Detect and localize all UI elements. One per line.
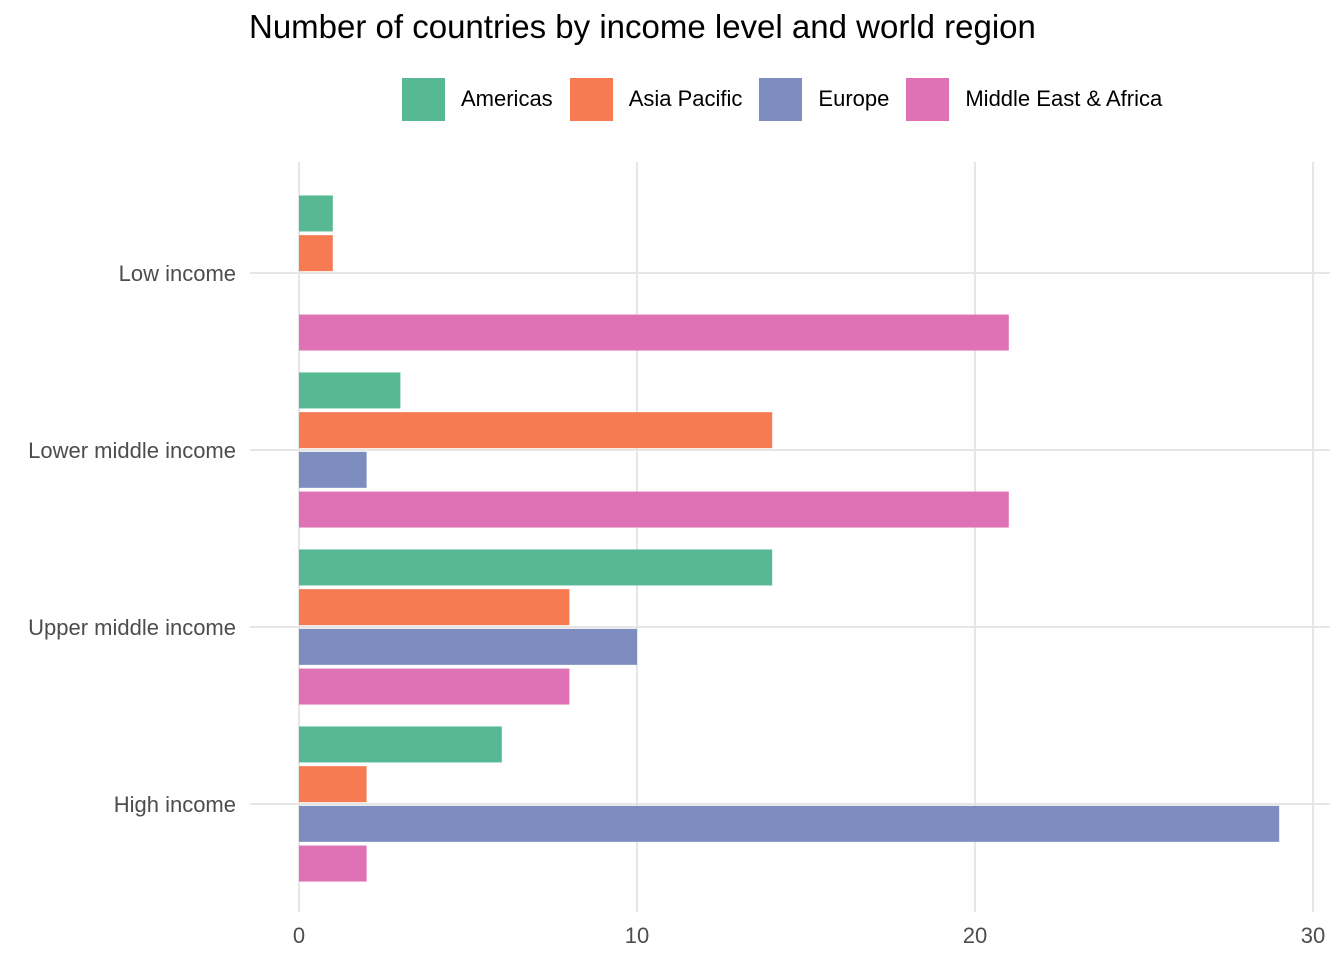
x-tick-label-0: 0 [293,923,305,948]
bar-europe-upper-middle-income [299,628,637,665]
x-tick-label-20: 20 [963,923,987,948]
bar-europe-high-income [299,805,1280,842]
y-tick-label-upper-middle-income: Upper middle income [28,615,236,640]
legend-item-europe: Europe [759,77,890,121]
y-tick-label-lower-middle-income: Lower middle income [28,438,236,463]
bar-americas-high-income [299,726,502,763]
legend-item-middle-east-and-africa: Middle East & Africa [906,77,1163,121]
legend-item-asia-pacific: Asia Pacific [569,77,743,121]
legend-swatch-middle-east-and-africa [906,77,950,121]
x-tick-label-10: 10 [625,923,649,948]
bar-americas-upper-middle-income [299,549,773,586]
bar-middle-east-and-africa-high-income [299,845,367,882]
legend: Americas Asia Pacific Europe Middle East & … [402,77,1179,121]
x-tick-label-30: 30 [1301,923,1325,948]
bar-middle-east-and-africa-lower-middle-income [299,491,1009,528]
bar-middle-east-and-africa-low-income [299,314,1009,351]
y-tick-label-high-income: High income [114,792,236,817]
legend-label-americas: Americas [461,86,553,111]
bar-asia-pacific-lower-middle-income [299,412,773,449]
bar-middle-east-and-africa-upper-middle-income [299,668,570,705]
legend-label-asia-pacific: Asia Pacific [628,86,743,111]
chart-title: Number of countries by income level and … [249,8,1036,45]
y-tick-label-low-income: Low income [119,261,236,286]
legend-item-americas: Americas [402,77,553,121]
bar-asia-pacific-high-income [299,766,367,803]
legend-label-europe: Europe [818,86,890,111]
legend-swatch-americas [402,77,445,121]
bar-americas-low-income [299,195,333,232]
bar-europe-lower-middle-income [299,451,367,488]
legend-swatch-asia-pacific [569,77,613,121]
bar-asia-pacific-upper-middle-income [299,589,570,626]
bar-americas-lower-middle-income [299,372,401,409]
legend-label-middle-east-and-africa: Middle East & Africa [965,86,1163,111]
legend-swatch-europe [759,77,803,121]
bar-asia-pacific-low-income [299,235,333,272]
